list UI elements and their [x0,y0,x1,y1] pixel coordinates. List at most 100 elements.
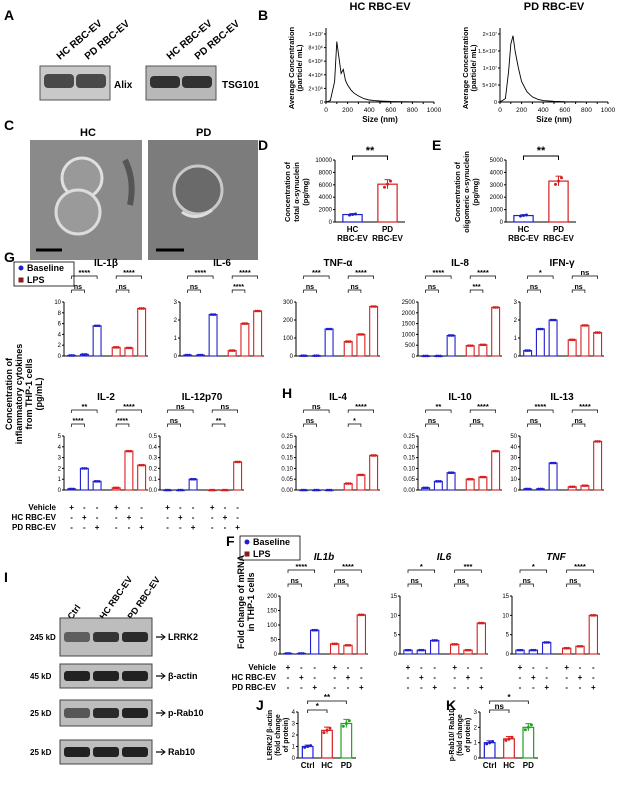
data-point [191,477,195,481]
data-point [221,488,225,492]
chart-title: IL-6 [213,258,231,269]
bar [240,323,250,357]
panel-label-b: B [258,7,268,23]
y-tick-label: 0.4 [149,445,158,451]
data-point [112,486,116,490]
data-point [526,349,529,352]
data-point [590,614,593,617]
significance-bracket [303,409,330,413]
data-point [537,327,540,331]
data-point [528,487,531,491]
data-point [129,346,133,350]
tsg101-label: TSG101 [222,80,260,91]
data-point [466,477,470,481]
data-point [483,343,487,347]
significance-bracket [115,423,130,427]
y-tick-label: 0.10 [281,466,293,472]
data-point [228,349,232,352]
x-tick-label: 600 [385,107,396,114]
significance-label: **** [295,562,307,571]
significance-label: **** [79,268,91,277]
y-tick-label: 5 [58,434,62,440]
data-point [447,334,451,337]
data-point [426,486,429,490]
treatment-sign: - [83,523,86,532]
y-tick-label: 0 [174,354,178,360]
y-tick-label: 4 [292,710,296,716]
significance-bracket [454,569,482,573]
em-label-pd: PD [196,127,211,139]
ylabel-line3: (pg/mg) [471,178,480,206]
bar [465,345,475,357]
data-point [83,467,86,470]
data-point [576,644,580,648]
y-tick-label: 50 [510,434,517,440]
significance-label: ns [306,418,314,425]
treatment-sign: - [96,513,99,522]
treatment-sign: - [519,673,522,682]
data-point [302,652,305,655]
significance-label: **** [123,268,135,277]
bar [329,643,340,655]
vesicle-pd-fold [181,208,213,218]
data-point [197,353,200,357]
data-point [286,652,290,655]
data-point [68,487,71,491]
significance-label: **** [355,402,367,411]
significance-bracket [407,569,436,573]
data-point [567,646,570,650]
data-point [433,639,436,642]
significance-label: **** [195,268,207,277]
data-point [317,488,320,492]
data-point [581,324,585,327]
cyto-ylabel-3: from THP-1 cells [24,358,34,429]
significance-label: ns [118,284,126,291]
data-point [468,648,472,652]
treatment-sign: - [224,523,227,532]
data-point [72,354,75,357]
mrna-yaxis-title: Fold change of mRNA in THP-1 cells [236,555,256,649]
significance-bracket [352,155,388,160]
y-tick-label: 200 [267,594,278,600]
y-tick-label: 1 [58,477,62,483]
data-point [435,354,438,358]
y-tick-label: 0.15 [281,456,293,462]
data-point [199,353,202,357]
bar [369,305,379,357]
data-point [578,644,582,648]
data-point [437,480,440,483]
treatment-sign: - [347,683,350,692]
significance-label: * [539,268,542,277]
data-point [553,318,557,322]
treatment-sign: + [82,513,87,522]
category-label: Ctrl [483,761,497,770]
chart-title: IL1b [314,552,335,563]
x-tick-label: 200 [342,107,353,114]
data-point [344,722,348,725]
data-point [210,488,214,492]
data-point [594,614,597,617]
treatment-sign: + [531,673,536,682]
data-point [359,333,363,336]
significance-bracket [71,275,98,279]
significance-bracket [469,289,484,293]
significance-label: ns [291,578,299,585]
data-point [327,327,331,331]
molecular-weight: 25 kD [30,709,52,718]
x-axis-label: Size (nm) [536,115,572,124]
data-point [354,212,357,216]
data-point [93,324,97,328]
panel-label-d: D [258,137,268,153]
data-point [596,440,599,443]
y-tick-label: 0.00 [403,488,415,494]
y-tick-label: 2000 [402,311,416,317]
data-point [585,324,589,327]
data-point [570,338,574,342]
y-tick-label: 10 [390,613,397,619]
significance-label: *** [312,268,321,277]
panel-label-i: I [4,569,8,585]
significance-label: * [532,562,535,571]
y-tick-label: 0.25 [403,434,415,440]
data-point [518,648,522,652]
